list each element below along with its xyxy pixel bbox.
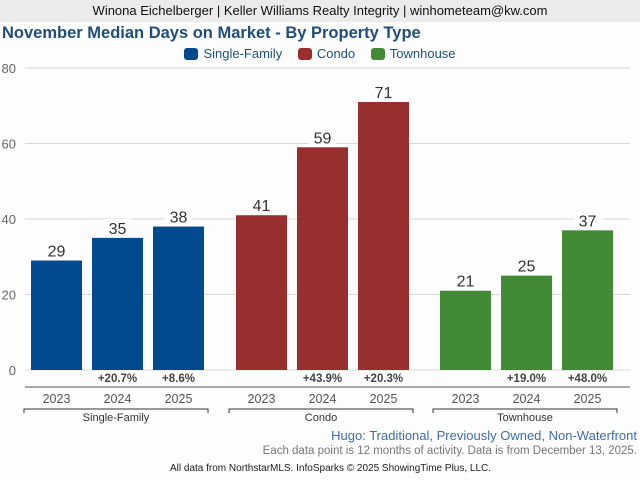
legend-swatch — [370, 47, 385, 60]
change-label: +8.6% — [162, 373, 195, 385]
change-label: +20.7% — [98, 373, 137, 385]
y-tick-label: 80 — [2, 61, 16, 76]
value-label: 38 — [170, 210, 188, 227]
legend-item-single-family[interactable]: Single-Family — [184, 46, 282, 61]
x-tick-label: 2025 — [574, 392, 602, 406]
bar — [501, 275, 552, 370]
value-label: 35 — [109, 221, 127, 238]
change-label: +48.0% — [568, 373, 607, 385]
legend-item-townhouse[interactable]: Townhouse — [370, 46, 456, 61]
value-label: 71 — [375, 85, 393, 102]
y-tick-label: 40 — [2, 212, 16, 227]
value-label-bg — [247, 196, 276, 214]
bar — [440, 290, 491, 370]
y-tick-label: 0 — [9, 363, 16, 378]
bar — [297, 147, 348, 370]
x-tick-label: 2025 — [165, 392, 193, 406]
legend-label: Single-Family — [203, 46, 283, 61]
x-tick-label: 2023 — [248, 392, 276, 406]
x-tick-label: 2023 — [43, 392, 71, 406]
legend-label: Condo — [316, 46, 356, 61]
chart-title: November Median Days on Market - By Prop… — [2, 24, 421, 42]
footer-credit: All data from NorthstarMLS. InfoSparks ©… — [170, 463, 492, 474]
change-label: +19.0% — [507, 373, 546, 385]
change-label: +20.3% — [364, 373, 403, 385]
attribution-bar: Winona Eichelberger | Keller Williams Re… — [0, 0, 640, 22]
legend-item-condo[interactable]: Condo — [297, 46, 356, 61]
value-label-bg — [451, 271, 480, 289]
group-label: Condo — [305, 412, 337, 424]
bar — [31, 260, 82, 370]
value-label: 41 — [253, 198, 271, 215]
bar-chart: 0 20 40 60 80 29 2023 35 +20.7% 2024 38 +8.6% 2025 Si… — [2, 61, 630, 424]
bar — [153, 226, 204, 370]
value-label-bg — [573, 211, 602, 229]
bar — [358, 101, 409, 370]
value-label: 25 — [518, 259, 536, 276]
legend: Single-Family Condo Townhouse — [0, 46, 640, 63]
data-note: Each data point is 12 months of activity… — [262, 445, 637, 457]
value-label-bg — [308, 128, 337, 146]
value-label: 29 — [48, 244, 66, 261]
value-label-bg — [512, 256, 541, 274]
group-bracket — [23, 408, 209, 413]
y-tick-label: 60 — [2, 137, 16, 152]
value-label: 37 — [579, 213, 597, 230]
group-label: Townhouse — [497, 412, 553, 424]
x-tick-label: 2024 — [309, 392, 337, 406]
y-tick-label: 20 — [2, 288, 16, 303]
bar — [562, 230, 613, 370]
group-label: Single-Family — [83, 412, 150, 424]
change-label: +43.9% — [303, 373, 342, 385]
value-label-bg — [103, 218, 132, 236]
x-tick-label: 2024 — [513, 392, 541, 406]
value-label-bg — [42, 241, 71, 259]
x-tick-label: 2024 — [104, 392, 132, 406]
value-label: 21 — [457, 274, 475, 291]
group-bracket — [228, 408, 414, 413]
value-label-bg — [369, 82, 398, 100]
bar — [236, 215, 287, 370]
legend-swatch — [297, 47, 312, 60]
group-bracket — [432, 408, 618, 413]
value-label-bg — [164, 207, 193, 225]
bar — [92, 237, 143, 370]
value-label: 59 — [314, 130, 332, 147]
x-tick-label: 2025 — [370, 392, 398, 406]
legend-label: Townhouse — [389, 46, 456, 61]
x-tick-label: 2023 — [452, 392, 480, 406]
legend-swatch — [184, 47, 199, 60]
chart-subtitle: Hugo: Traditional, Previously Owned, Non… — [331, 428, 637, 443]
